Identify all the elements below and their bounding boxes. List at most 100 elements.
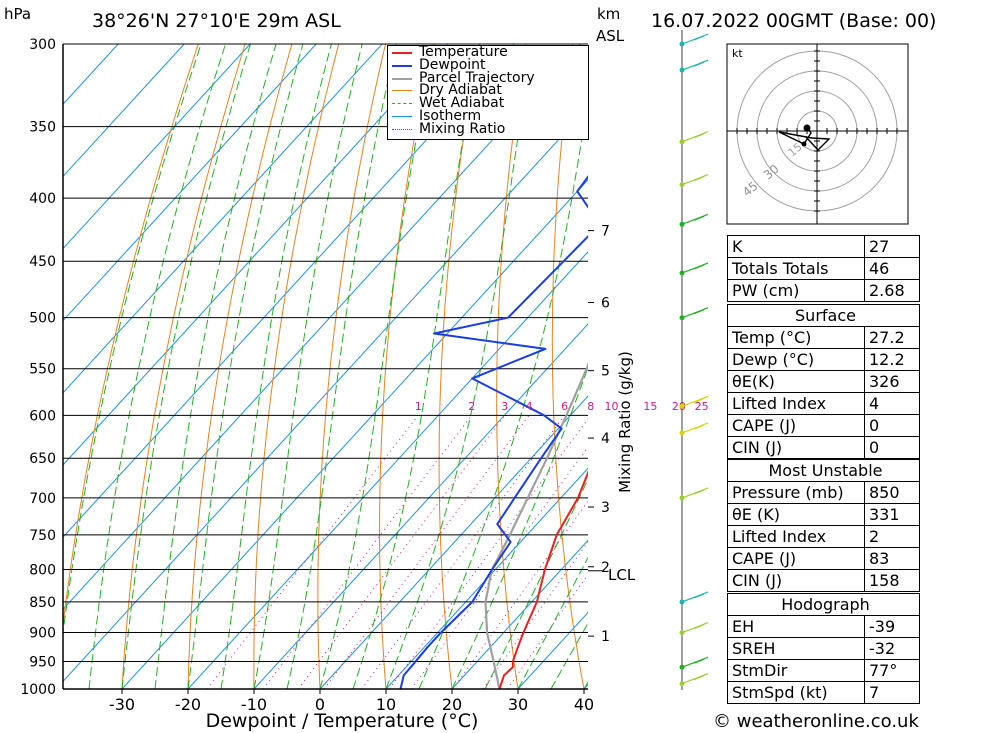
sounding-series	[399, 175, 588, 689]
wind-barb	[681, 422, 709, 434]
wind-barb	[681, 131, 709, 143]
legend-label: Parcel Trajectory	[419, 69, 535, 86]
dry-adiabat-line	[379, 44, 433, 689]
temperature-tick-label: 0	[315, 695, 325, 714]
index-value: 46	[864, 257, 920, 280]
wind-barb-flag	[693, 309, 705, 315]
x-axis-label: Dewpoint / Temperature (°C)	[206, 710, 479, 732]
mixing-ratio-line	[388, 418, 588, 689]
table-row: CIN (J) 0	[727, 436, 920, 459]
wind-barb	[681, 656, 709, 668]
mixing-ratio-label: 25	[695, 400, 709, 413]
parcel-trajectory-line	[484, 362, 588, 689]
pressure-tick-label: 850	[29, 595, 56, 611]
table-row: θE(K) 326	[727, 370, 920, 393]
mixing-ratio-axis-label: Mixing Ratio (g/kg)	[616, 351, 634, 493]
mixing-ratio-label: 1	[415, 400, 422, 413]
index-label: StmSpd (kt)	[727, 681, 865, 704]
height-axis: 1 2 3 4 5 6 7	[588, 224, 610, 645]
index-value: -32	[864, 637, 920, 660]
height-unit-km: km	[597, 5, 621, 23]
legend-item-wet-adiabat: Wet Adiabat	[388, 96, 588, 110]
isotherm-line	[253, 323, 588, 689]
wind-barb	[681, 307, 709, 319]
pressure-tick-label: 650	[29, 451, 56, 467]
wind-barb-dot	[679, 630, 685, 636]
pressure-tick-label: 550	[29, 362, 56, 378]
table-row: CAPE (J) 83	[727, 547, 920, 570]
index-value: 2.68	[864, 279, 920, 302]
mixing-ratio-label: 8	[587, 400, 594, 413]
wind-barb-flag	[693, 175, 705, 182]
table-row: StmSpd (kt) 7	[727, 681, 920, 704]
index-label: θE(K)	[727, 370, 865, 393]
chart-legend: Temperature Dewpoint Parcel Trajectory D…	[387, 45, 589, 140]
temperature-line	[498, 470, 588, 689]
dry-adiabat-line	[121, 44, 246, 689]
index-value: 27	[864, 235, 920, 258]
index-label: Temp (°C)	[727, 326, 865, 349]
legend-item-dewpoint: Dewpoint	[388, 56, 588, 73]
table-row: CIN (J) 158	[727, 569, 920, 592]
isotherm-line	[121, 178, 588, 689]
pressure-tick-label: 600	[29, 408, 56, 424]
isotherm-line	[63, 44, 251, 250]
wind-barb-flag	[693, 264, 705, 270]
wind-barb-flag	[693, 623, 705, 630]
mixing-ratio-line	[506, 573, 588, 689]
isotherm-line	[63, 44, 581, 610]
index-value: 850	[864, 481, 920, 504]
table-row: Pressure (mb) 850	[727, 481, 920, 504]
lcl-label: LCL	[608, 566, 636, 584]
location-title: 38°26'N 27°10'E 29m ASL	[92, 10, 341, 32]
temperature-tick-label: 40	[574, 695, 594, 714]
wind-barb	[681, 213, 709, 225]
isotherm-line	[63, 106, 588, 683]
table-header-row: Hodograph	[727, 593, 920, 616]
legend-item-dry-adiabat: Dry Adiabat	[388, 84, 588, 97]
section-title: Most Unstable	[727, 459, 920, 482]
wind-barb	[681, 59, 709, 71]
isotherm-line	[319, 395, 588, 689]
mixing-ratio-line	[410, 446, 588, 689]
index-label: PW (cm)	[727, 279, 865, 302]
wet-adiabat-line	[121, 44, 251, 689]
mixing-ratio-label: 6	[561, 400, 568, 413]
wind-barb-dot	[679, 139, 685, 145]
index-label: K	[727, 235, 865, 258]
legend-label: Dewpoint	[419, 56, 486, 73]
table-row: CAPE (J) 0	[727, 414, 920, 437]
index-label: CIN (J)	[727, 569, 865, 592]
wind-barb-flag	[693, 424, 705, 430]
table-row: Totals Totals 46	[727, 257, 920, 280]
isotherm-line	[63, 44, 449, 466]
pressure-tick-label: 800	[29, 563, 56, 579]
mixing-ratio-label: 3	[501, 400, 508, 413]
pressure-tick-label: 700	[29, 491, 56, 507]
wet-adiabat-line	[154, 44, 277, 689]
table-row: Dewp (°C) 12.2	[727, 348, 920, 371]
section-title: Surface	[727, 304, 920, 327]
wet-adiabat-line	[253, 44, 363, 689]
wind-barb-flag	[693, 489, 705, 495]
wind-barb	[681, 673, 709, 685]
index-label: CAPE (J)	[727, 547, 865, 570]
mixing-ratio-label: 15	[643, 400, 657, 413]
temperature-tick-label: -10	[241, 695, 267, 714]
mixing-ratio-label: 4	[526, 400, 533, 413]
pressure-tick-label: 500	[29, 311, 56, 327]
index-label: EH	[727, 615, 865, 638]
index-label: CAPE (J)	[727, 414, 865, 437]
index-value: 77°	[864, 659, 920, 682]
legend-item-isotherm: Isotherm	[388, 109, 588, 123]
table-row: Temp (°C) 27.2	[727, 326, 920, 349]
wind-barb-dot	[679, 315, 685, 321]
mixing-ratio-line	[482, 541, 588, 689]
table-row: Lifted Index 4	[727, 392, 920, 415]
temperature-tick-label: 20	[442, 695, 462, 714]
copyright-footer[interactable]: © weatheronline.co.uk	[713, 711, 919, 732]
wind-barb	[681, 33, 709, 45]
index-label: Lifted Index	[727, 392, 865, 415]
wind-barb-flag	[693, 35, 705, 41]
dry-adiabat-line	[994, 44, 1000, 689]
